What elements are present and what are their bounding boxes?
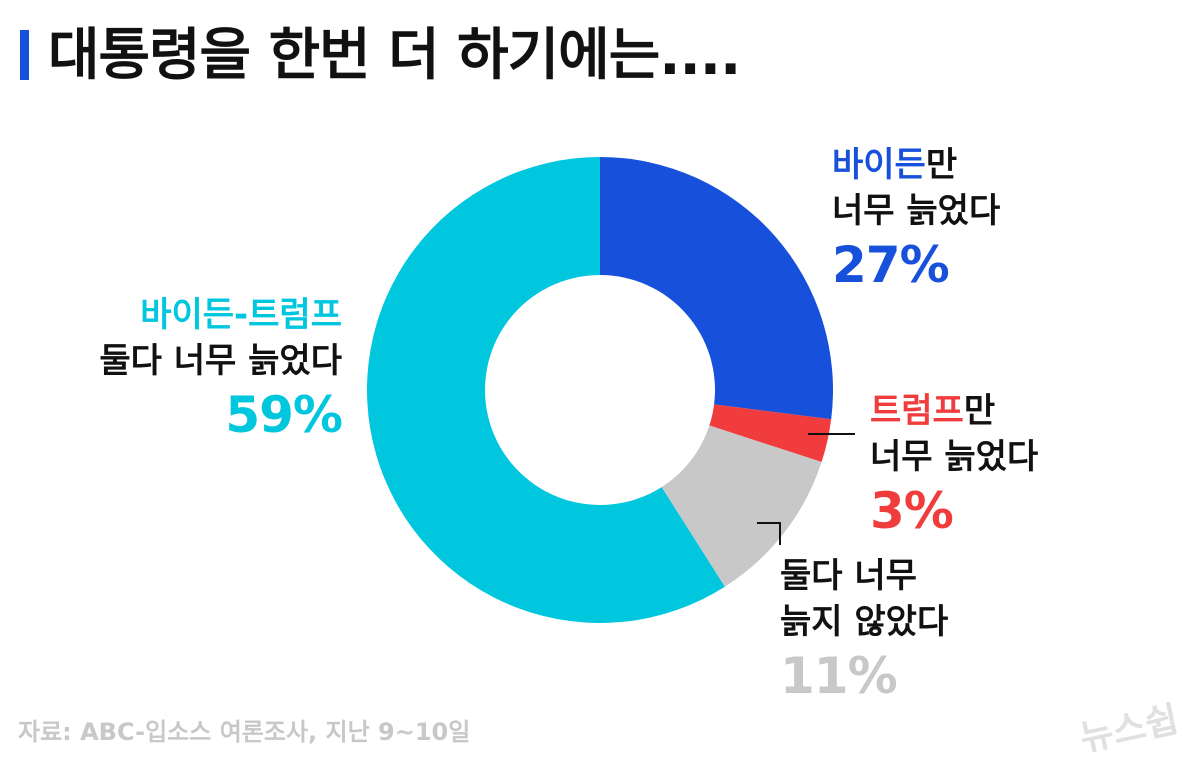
label-trump-line1: 트럼프만: [870, 388, 1038, 434]
source-note: 자료: ABC-입소스 여론조사, 지난 9~10일: [18, 718, 471, 746]
slice-label-biden: 바이든만 너무 늙었다 27%: [832, 142, 1000, 296]
label-both-highlight: 바이든-트럼프: [140, 295, 342, 335]
label-trump-highlight: 트럼프: [870, 391, 964, 431]
slice-label-both: 바이든-트럼프 둘다 너무 늙었다 59%: [99, 292, 343, 446]
slice-trump: [709, 404, 832, 463]
label-neither-line1: 둘다 너무: [780, 556, 917, 596]
leader-line-neither: [757, 522, 781, 545]
chart-title: 대통령을 한번 더 하기에는....: [48, 23, 741, 88]
slice-both: [367, 157, 725, 623]
slice-biden: [600, 157, 833, 420]
label-neither-line2: 늙지 않았다: [780, 602, 949, 642]
label-biden-rest: 만: [925, 145, 958, 185]
label-biden-line2: 너무 늙었다: [832, 191, 1001, 231]
label-biden-percent: 27%: [832, 236, 950, 294]
label-trump-percent: 3%: [870, 482, 954, 540]
label-both-line2: 둘다 너무 늙었다: [99, 341, 342, 381]
label-neither-percent: 11%: [780, 647, 898, 705]
title-accent-bar: [20, 30, 29, 80]
label-biden-line1: 바이든만: [832, 142, 1000, 188]
slice-label-trump: 트럼프만 너무 늙었다 3%: [870, 388, 1038, 542]
label-both-percent: 59%: [225, 386, 343, 444]
label-trump-rest: 만: [963, 391, 996, 431]
label-biden-highlight: 바이든: [832, 145, 926, 185]
slice-neither: [661, 425, 822, 587]
slice-label-neither: 둘다 너무 늙지 않았다 11%: [780, 553, 948, 707]
label-trump-line2: 너무 늙었다: [870, 437, 1039, 477]
